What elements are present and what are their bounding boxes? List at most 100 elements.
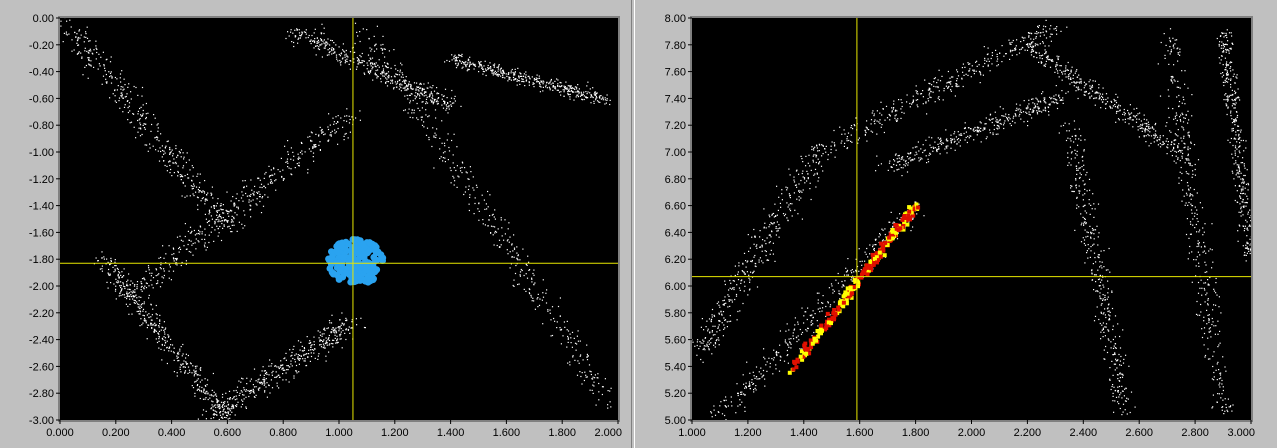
scatter-point: [1042, 41, 1044, 43]
scatter-point: [133, 85, 135, 88]
scatter-point: [56, 19, 57, 20]
scatter-point: [169, 164, 171, 167]
scatter-point: [120, 291, 122, 293]
scatter-point: [559, 329, 561, 331]
scatter-point: [182, 182, 184, 184]
scatter-point: [332, 343, 334, 345]
scatter-point: [870, 123, 872, 125]
scatter-point: [465, 186, 467, 188]
scatter-point: [492, 234, 494, 236]
scatter-point: [211, 400, 213, 402]
scatter-point: [446, 106, 448, 108]
scatter-point: [1008, 39, 1010, 41]
scatter-point: [173, 352, 175, 354]
scatter-point: [719, 306, 721, 308]
scatter-point: [955, 85, 957, 87]
scatter-point: [742, 263, 744, 265]
scatter-point: [507, 253, 509, 255]
scatter-point: [370, 58, 372, 60]
scatter-point: [156, 136, 158, 138]
scatter-point: [160, 348, 162, 350]
scatter-point: [492, 213, 494, 215]
scatter-point: [210, 194, 212, 196]
scatter-point: [342, 126, 344, 128]
scatter-point: [125, 95, 127, 98]
scatter-point: [1105, 316, 1107, 319]
scatter-point: [819, 161, 821, 163]
scatter-point: [207, 398, 209, 401]
scatter-point: [77, 44, 80, 46]
scatter-point: [996, 124, 998, 127]
scatter-point: [143, 277, 145, 279]
scatter-point: [1067, 164, 1069, 166]
scatter-point: [305, 29, 307, 31]
scatter-point: [533, 300, 535, 302]
scatter-point: [546, 289, 548, 291]
scatter-point: [212, 372, 214, 375]
scatter-point: [180, 156, 182, 158]
scatter-point: [291, 41, 293, 43]
scatter-point: [163, 321, 165, 323]
scatter-point: [1009, 123, 1011, 125]
scatter-point: [578, 91, 580, 93]
scatter-point: [531, 277, 533, 279]
scatter-point: [182, 363, 184, 365]
scatter-point: [764, 385, 766, 387]
scatter-point: [912, 147, 914, 149]
scatter-point: [776, 354, 778, 356]
scatter-point: [1090, 204, 1092, 206]
scatter-point: [129, 303, 131, 305]
scatter-point: [168, 270, 170, 272]
scatter-point: [563, 85, 565, 87]
scatter-point: [1078, 190, 1080, 192]
scatter-point: [494, 218, 496, 220]
scatter-point: [250, 208, 252, 210]
scatter-point: [183, 366, 185, 368]
scatter-point: [337, 60, 339, 62]
scatter-point: [1112, 400, 1114, 402]
scatter-point: [163, 274, 165, 277]
scatter-point: [550, 78, 552, 81]
scatter-point: [982, 65, 984, 68]
scatter-point: [742, 270, 744, 273]
scatter-point: [496, 66, 498, 68]
scatter-point: [576, 94, 578, 96]
scatter-point: [509, 251, 511, 253]
scatter-point: [745, 385, 747, 387]
scatter-point: [425, 103, 427, 105]
scatter-point: [858, 137, 860, 139]
scatter-point: [1045, 30, 1047, 32]
scatter-point: [169, 266, 171, 268]
scatter-point: [117, 274, 119, 277]
scatter-point: [180, 364, 182, 366]
scatter-point: [126, 284, 128, 287]
scatter-point: [755, 245, 757, 247]
scatter-point: [469, 194, 471, 196]
scatter-point: [797, 213, 799, 215]
scatter-point: [257, 379, 259, 381]
scatter-point: [461, 53, 463, 55]
scatter-point: [217, 424, 218, 425]
scatter-point: [850, 279, 852, 281]
scatter-point: [490, 69, 492, 71]
scatter-point: [313, 160, 315, 162]
scatter-point: [357, 60, 359, 62]
scatter-point: [1027, 43, 1029, 46]
scatter-point: [438, 97, 440, 99]
scatter-point: [121, 70, 123, 72]
scatter-point: [542, 90, 544, 92]
scatter-point: [1100, 250, 1102, 252]
scatter-point: [410, 84, 412, 86]
scatter-point: [194, 381, 196, 383]
scatter-point: [516, 84, 518, 86]
scatter-point: [302, 358, 304, 360]
scatter-point: [219, 408, 221, 410]
scatter-point: [1009, 118, 1011, 120]
scatter-point: [336, 335, 338, 337]
scatter-point: [550, 335, 552, 337]
scatter-point: [997, 120, 999, 122]
scatter-point: [78, 29, 81, 31]
scatter-point: [139, 118, 141, 120]
scatter-point: [737, 405, 739, 407]
scatter-point: [537, 306, 539, 308]
